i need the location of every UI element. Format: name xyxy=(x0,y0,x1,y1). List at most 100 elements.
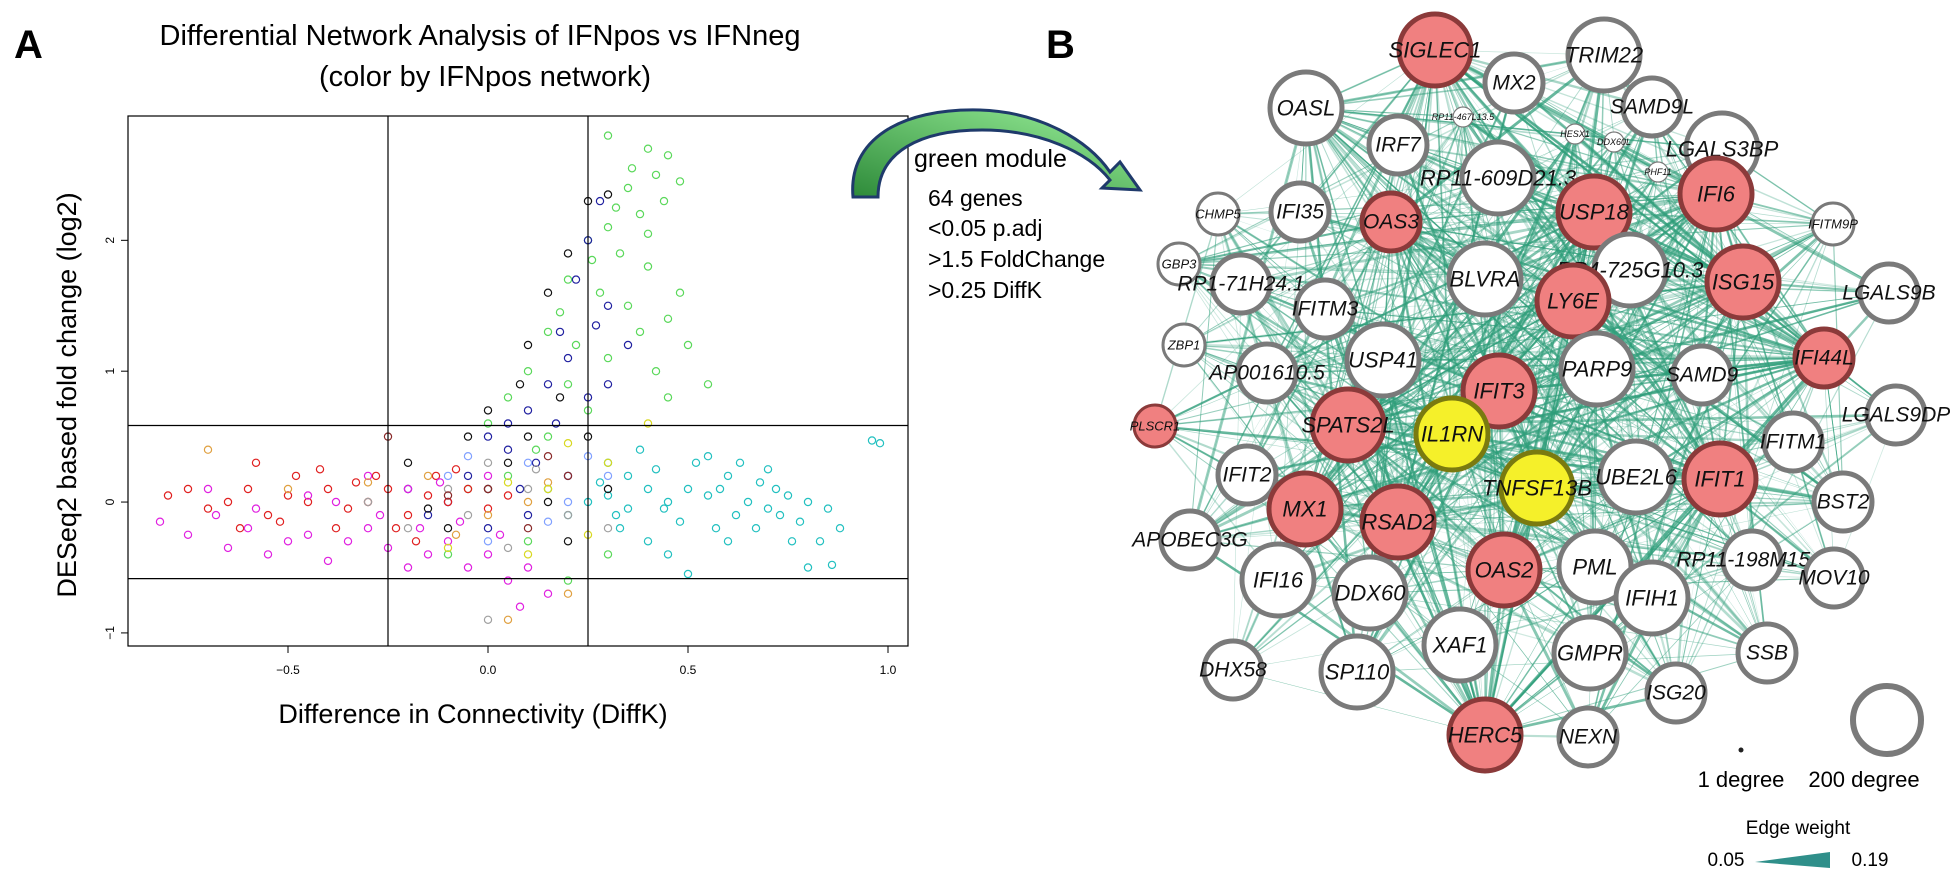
network-edge-706 xyxy=(1484,652,1768,736)
scatter-point-1-24 xyxy=(683,340,693,350)
node-oas2 xyxy=(1465,531,1543,609)
scatter-point-1-42 xyxy=(643,229,653,238)
network-edge-713 xyxy=(1574,133,1659,173)
scatter-point-1-18 xyxy=(523,367,533,376)
node-lgals9b xyxy=(1857,261,1921,325)
scatter-point-6-10 xyxy=(531,465,541,474)
network-edge-250 xyxy=(1536,281,1744,489)
network-edge-819 xyxy=(1397,116,1464,523)
scatter-point-3-21 xyxy=(371,471,381,481)
scatter-point-4-13 xyxy=(423,550,433,559)
node-label-ifi44l: IFI44L xyxy=(1794,347,1854,370)
gene-network: SIGLEC1 MX2 TRIM22 OASL RP11-467L13.5 HESX1 DD… xyxy=(1130,11,1950,774)
scatter-point-9-2 xyxy=(443,471,453,481)
scatter-point-4-16 xyxy=(483,550,493,559)
scatter-point-3-29 xyxy=(431,471,441,481)
threshold-lines xyxy=(128,116,908,646)
node-xaf1 xyxy=(1421,606,1499,684)
network-edge-324 xyxy=(1503,478,1721,571)
node-label-trim22: TRIM22 xyxy=(1565,43,1643,68)
scatter-point-0-15 xyxy=(815,537,825,546)
node-ube2l6 xyxy=(1597,438,1675,516)
scatter-point-1-29 xyxy=(663,393,673,402)
network-edge-442 xyxy=(1299,211,1721,480)
scatter-point-9-3 xyxy=(483,537,493,546)
scatter-point-0-6 xyxy=(723,471,733,481)
node-label-ddx60: DDX60 xyxy=(1335,581,1407,606)
node-rsad2 xyxy=(1359,483,1437,561)
node-label-apobec3g: APOBEC3G xyxy=(1130,529,1248,552)
scatter-point-5-5 xyxy=(483,406,493,415)
node-samd9 xyxy=(1670,343,1734,407)
scatter-point-3-3 xyxy=(223,497,233,507)
scatter-point-3-26 xyxy=(315,465,325,474)
node-label-ssb: SSB xyxy=(1746,642,1788,665)
node-isg20 xyxy=(1644,661,1708,725)
y-axis-ticks: −1 0 1 2 xyxy=(103,237,128,640)
node-label-zbp1: ZBP1 xyxy=(1167,338,1201,353)
scatter-point-7-3 xyxy=(503,615,513,625)
network-edge-554 xyxy=(1572,300,1825,359)
network-edge-366 xyxy=(1304,508,1591,654)
node-siglec1 xyxy=(1396,11,1474,89)
scatter-point-8-2 xyxy=(543,484,553,494)
scatter-point-0-23 xyxy=(711,524,721,533)
node-label-bst2: BST2 xyxy=(1817,491,1870,514)
network-edge-225 xyxy=(1451,414,1897,435)
x-axis-ticks: −0.5 0.0 0.5 1.0 xyxy=(276,646,897,677)
node-phf11 xyxy=(1647,161,1669,183)
scatter-point-4-21 xyxy=(435,478,445,487)
scatter-point-1-7 xyxy=(603,222,613,232)
scatter-point-4-8 xyxy=(323,556,333,566)
node-rp11-609d21-3 xyxy=(1459,139,1537,217)
scatter-point-4-24 xyxy=(211,510,221,520)
scatter-point-5-17 xyxy=(555,393,565,402)
scatter-point-3-2 xyxy=(203,504,213,513)
scatter-point-2-11 xyxy=(603,380,613,389)
scatter-point-1-25 xyxy=(703,380,713,389)
scatter-point-1-19 xyxy=(563,380,573,389)
node-ifitm9p xyxy=(1810,201,1856,247)
node-gmpr xyxy=(1551,614,1629,692)
node-label-gbp3: GBP3 xyxy=(1162,257,1197,272)
scatter-point-3-14 xyxy=(443,497,453,507)
node-rp11-198m15-1 xyxy=(1720,528,1784,592)
scatter-point-4-4 xyxy=(243,524,253,533)
scatter-point-2-9 xyxy=(503,419,513,428)
node-label-ifih1: IFIH1 xyxy=(1625,586,1679,611)
scatter-point-2-2 xyxy=(571,275,581,284)
x-tick-label-1: 0.0 xyxy=(480,663,497,677)
scatter-point-2-21 xyxy=(423,510,433,520)
scatter-point-8-4 xyxy=(563,439,573,448)
scatter-point-9-0 xyxy=(523,458,533,467)
module-arrow xyxy=(851,108,1144,199)
scatter-points xyxy=(155,131,885,625)
scatter-point-3-4 xyxy=(243,484,253,494)
scatter-point-9-1 xyxy=(563,497,573,507)
node-ifi16 xyxy=(1239,541,1317,619)
network-edge-519 xyxy=(1183,221,1392,346)
scatter-point-1-41 xyxy=(555,308,565,317)
node-oas3 xyxy=(1359,190,1423,254)
network-edge-191 xyxy=(1498,390,1794,443)
node-ap001610-5 xyxy=(1235,341,1299,405)
node-label-ddx60l: DDX60L xyxy=(1597,137,1631,147)
network-legend: 1 degree 200 degree Edge weight 0.05 0.1… xyxy=(1698,683,1924,871)
node-bst2 xyxy=(1811,470,1875,534)
node-irf7 xyxy=(1366,113,1430,177)
scatter-point-0-41 xyxy=(595,478,605,487)
scatter-point-4-29 xyxy=(455,517,465,526)
scatter-point-1-40 xyxy=(587,255,597,265)
node-label-samd9: SAMD9 xyxy=(1666,364,1739,387)
network-edge-232 xyxy=(1451,433,1753,561)
node-spats2l xyxy=(1309,386,1387,464)
scatter-point-7-6 xyxy=(483,510,493,520)
scatter-point-4-9 xyxy=(343,537,353,546)
node-apobec3g xyxy=(1158,508,1222,572)
network-edge-709 xyxy=(1154,82,1515,427)
network-edge-540 xyxy=(1513,82,1825,359)
scatter-point-1-14 xyxy=(663,314,673,323)
node-mx1 xyxy=(1266,470,1344,548)
network-edge-738 xyxy=(1397,144,1717,195)
